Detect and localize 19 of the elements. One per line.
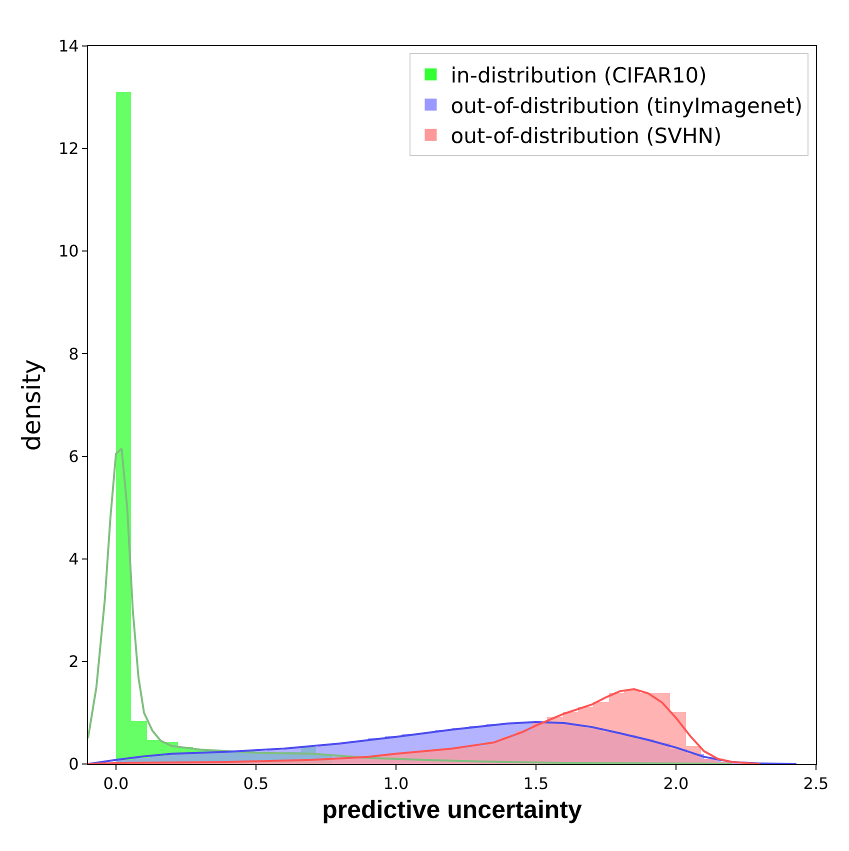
x-tick-label: 0.5 (243, 774, 269, 794)
y-tick-label: 0 (68, 754, 79, 774)
y-tick-label: 12 (58, 139, 79, 158)
legend-label: out-of-distribution (SVHN) (450, 124, 722, 148)
legend-label: in-distribution (CIFAR10) (450, 64, 707, 88)
x-tick-label: 2.0 (663, 774, 689, 794)
x-tick-label: 1.0 (383, 774, 409, 794)
y-tick-label: 4 (68, 549, 79, 568)
y-axis-title: density (17, 358, 46, 451)
x-tick-label: 1.5 (523, 774, 549, 794)
y-tick-label: 2 (68, 652, 79, 672)
x-tick-label: 2.5 (803, 774, 829, 794)
y-tick-label: 14 (58, 36, 79, 56)
x-tick-label: 0.0 (103, 774, 129, 794)
y-tick-label: 10 (58, 242, 79, 261)
legend-label: out-of-distribution (tinyImagenet) (450, 94, 803, 118)
y-tick-label: 6 (68, 446, 79, 466)
y-tick-label: 8 (68, 344, 79, 364)
x-axis-title: predictive uncertainty (322, 796, 582, 824)
